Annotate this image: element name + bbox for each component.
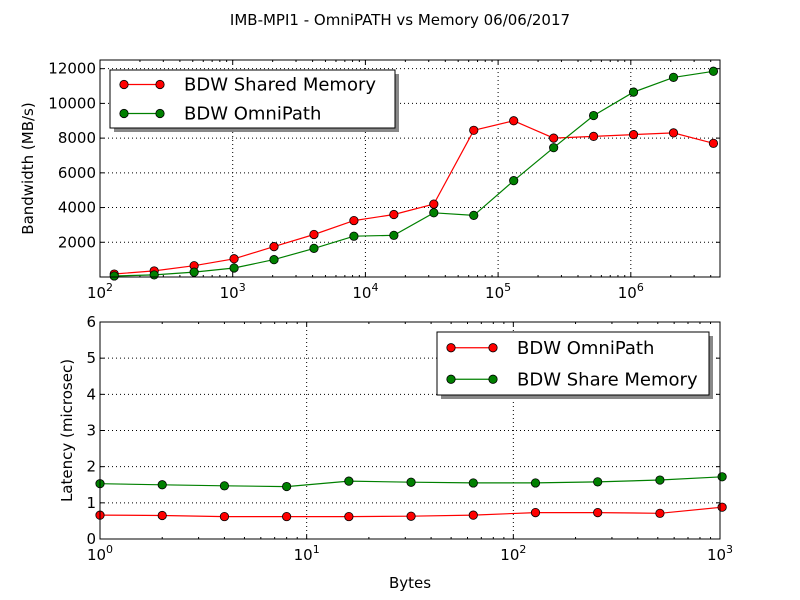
data-point — [109, 271, 119, 281]
data-point — [349, 215, 359, 226]
axes-frame — [99, 321, 721, 540]
data-point — [628, 87, 639, 97]
legend-label: BDW Shared Memory — [184, 75, 376, 96]
legend-marker — [155, 108, 165, 119]
data-point — [717, 472, 727, 482]
y-tick-label: 12000 — [48, 60, 96, 78]
data-point — [708, 66, 719, 76]
legend-marker — [446, 343, 456, 353]
data-point — [389, 230, 399, 240]
data-point — [282, 511, 292, 522]
data-point — [406, 511, 416, 521]
data-point — [628, 130, 639, 140]
legend-label: BDW Share Memory — [517, 369, 698, 390]
data-point — [530, 478, 541, 488]
y-tick-label: 0 — [86, 530, 96, 548]
x-tick-label: 102 — [500, 543, 526, 564]
legend-marker — [119, 79, 129, 90]
axes-frame — [99, 59, 721, 278]
data-point — [588, 131, 599, 141]
data-point — [389, 209, 399, 220]
data-point — [229, 254, 239, 264]
data-point — [717, 502, 727, 512]
data-point — [588, 110, 599, 121]
legend-marker — [488, 374, 498, 384]
data-point — [349, 231, 359, 241]
data-point — [469, 210, 479, 220]
legend-marker — [446, 374, 456, 384]
data-point — [157, 510, 167, 521]
data-point — [468, 510, 478, 520]
data-point — [229, 263, 239, 273]
data-point — [189, 267, 199, 277]
data-point — [406, 477, 416, 487]
figure-title: IMB-MPI1 - OmniPATH vs Memory 06/06/2017 — [230, 11, 570, 29]
data-point — [157, 480, 167, 490]
legend-label: BDW OmniPath — [517, 338, 654, 359]
data-point — [468, 478, 478, 488]
data-point — [593, 477, 603, 487]
y-tick-label: 6 — [86, 313, 96, 331]
data-point — [509, 116, 519, 126]
series-line — [114, 120, 714, 275]
y-tick-label: 1 — [86, 494, 96, 512]
series-line — [114, 70, 714, 277]
data-point — [469, 125, 479, 135]
y-axis-label: Bandwidth (MB/s) — [19, 102, 37, 234]
x-tick-label: 106 — [618, 281, 644, 302]
data-point — [668, 72, 679, 82]
data-point — [219, 511, 230, 522]
x-tick-label: 103 — [707, 543, 733, 564]
x-tick-label: 100 — [87, 543, 113, 564]
y-tick-label: 2 — [86, 458, 96, 476]
data-point — [655, 508, 665, 518]
data-point — [655, 475, 665, 485]
legend-box — [109, 69, 396, 129]
data-point — [309, 243, 319, 253]
legend-marker — [119, 108, 129, 119]
data-point — [429, 199, 439, 209]
data-point — [344, 511, 354, 522]
y-tick-label: 4000 — [58, 199, 96, 217]
x-tick-label: 102 — [87, 281, 113, 302]
data-point — [309, 229, 319, 240]
data-point — [708, 138, 719, 148]
y-tick-label: 4 — [86, 385, 96, 403]
data-point — [429, 208, 439, 218]
y-tick-label: 8000 — [58, 129, 96, 147]
x-tick-label: 103 — [220, 281, 246, 302]
data-point — [549, 133, 559, 143]
y-tick-label: 5 — [86, 349, 96, 367]
data-point — [668, 128, 679, 138]
data-point — [269, 255, 279, 265]
data-point — [219, 481, 230, 491]
bandwidth-plot: 102 103 104 105 106 2000 4000 6000 8000 10000 1200… — [19, 59, 721, 302]
data-point — [530, 507, 541, 518]
latency-plot: 100 101 102 103 0 1 2 3 4 5 6 Latency (microsec) Byt… — [58, 313, 733, 592]
legend-box — [436, 331, 710, 396]
data-point — [549, 143, 559, 153]
legend-label: BDW OmniPath — [184, 104, 321, 125]
x-tick-label: 101 — [294, 543, 320, 564]
x-tick-label: 105 — [485, 281, 511, 302]
legend-marker — [155, 79, 165, 90]
data-point — [509, 176, 519, 186]
data-point — [282, 481, 292, 492]
legend-marker — [488, 343, 498, 353]
data-point — [269, 242, 279, 252]
y-tick-label: 6000 — [58, 164, 96, 182]
data-point — [149, 270, 159, 280]
data-point — [593, 507, 603, 518]
data-point — [344, 476, 354, 486]
x-tick-label: 104 — [352, 281, 378, 302]
y-axis-label: Latency (microsec) — [58, 359, 76, 502]
y-tick-label: 10000 — [48, 94, 96, 112]
x-axis-label: Bytes — [389, 574, 431, 592]
y-tick-label: 2000 — [58, 233, 96, 251]
y-tick-label: 3 — [86, 422, 96, 440]
